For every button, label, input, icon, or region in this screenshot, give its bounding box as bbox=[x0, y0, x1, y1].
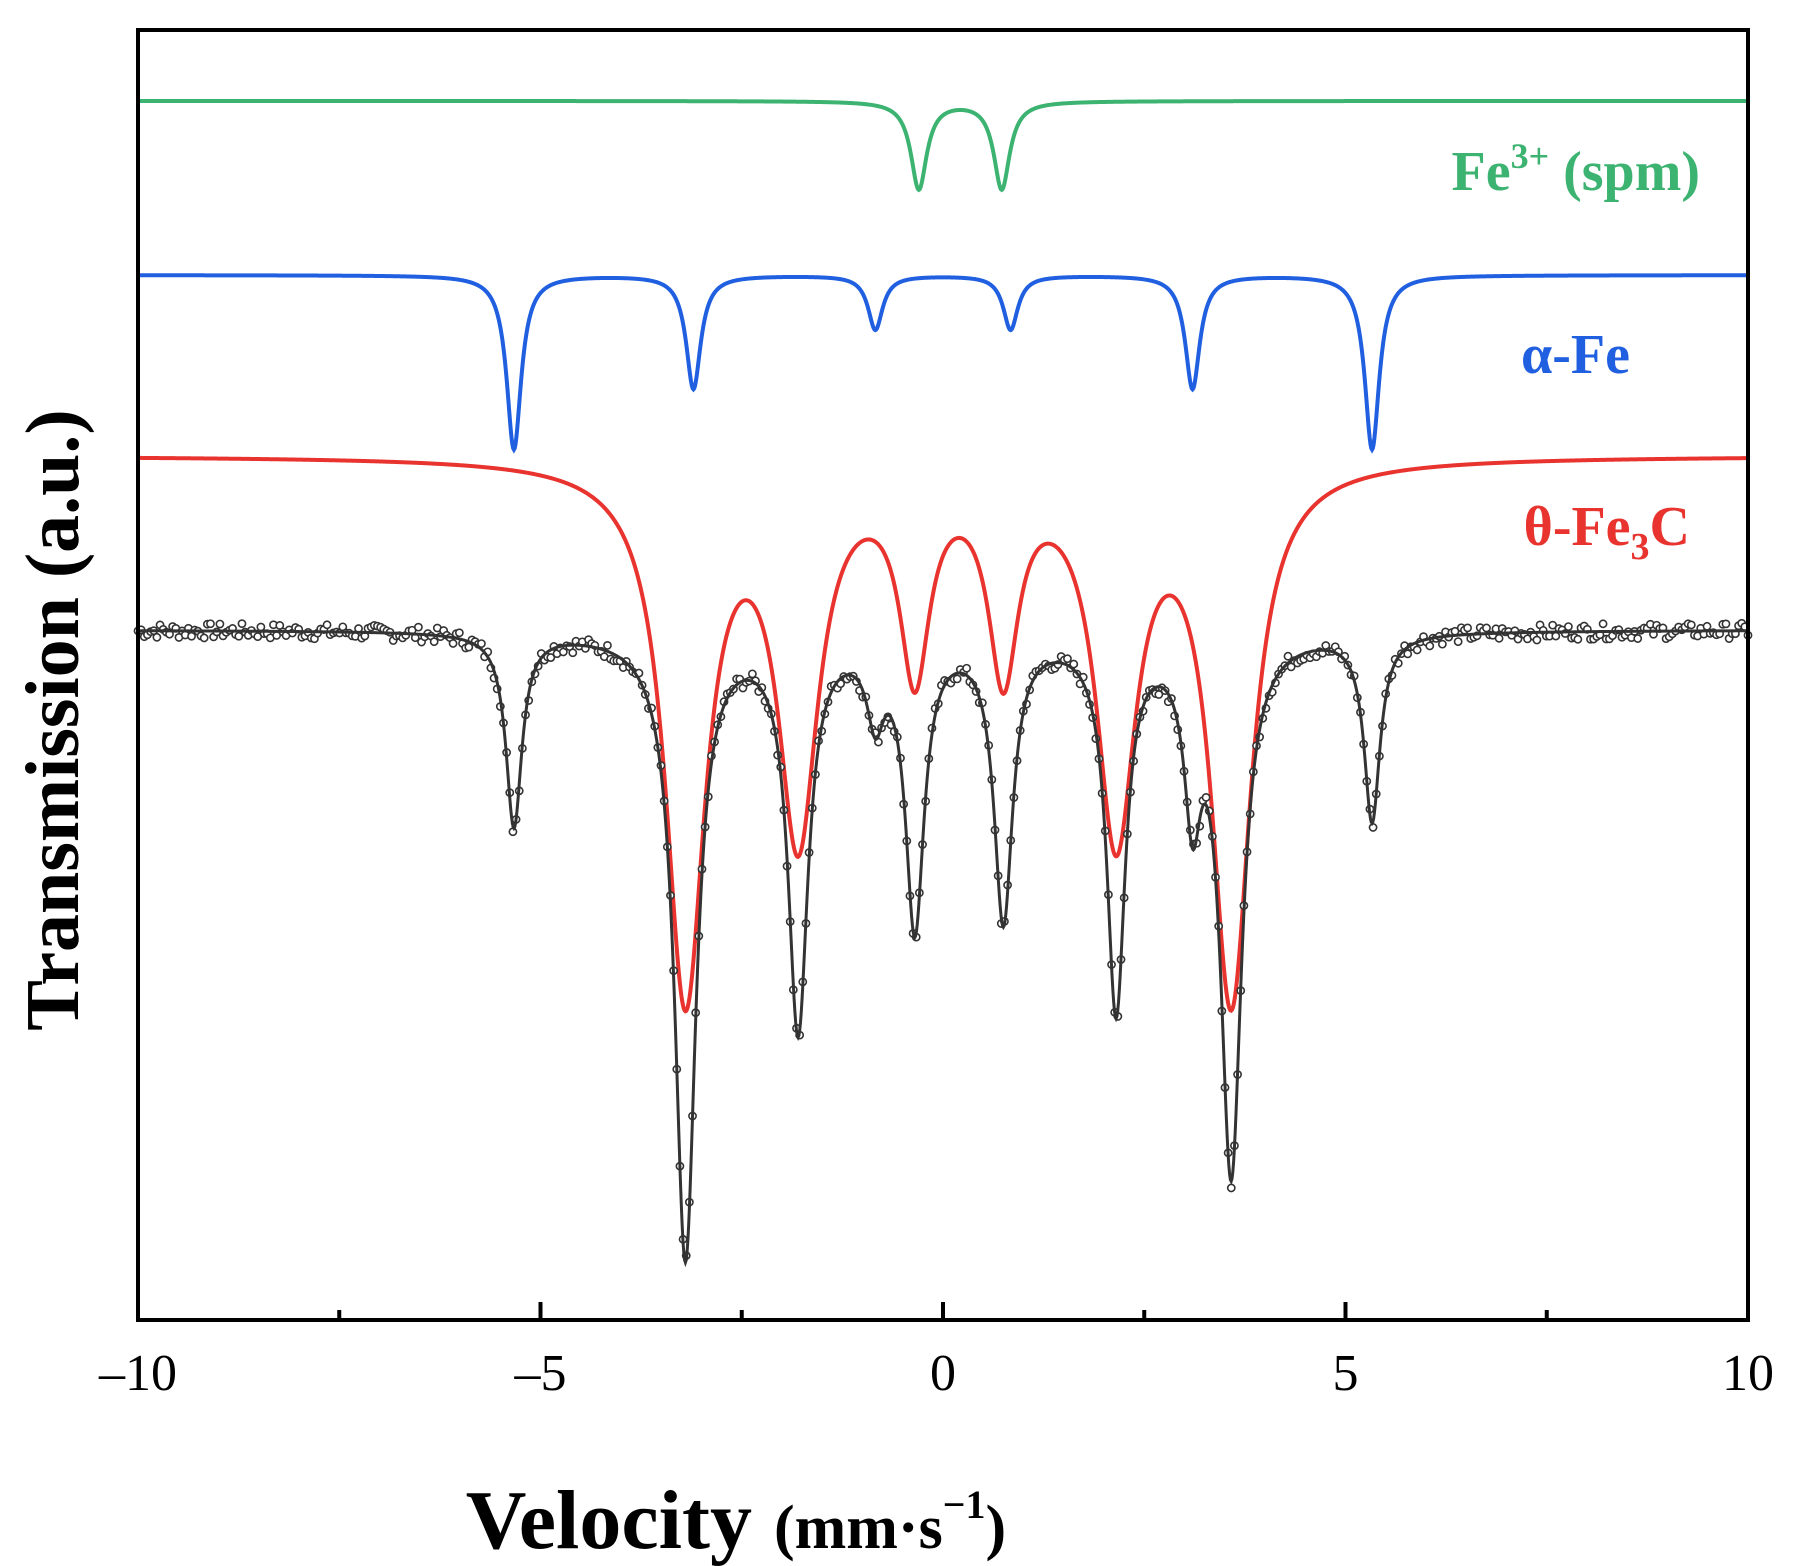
x-tick-label: –5 bbox=[514, 1345, 567, 1402]
series-label-spm: Fe3+ (spm) bbox=[1452, 136, 1700, 203]
series-spm bbox=[138, 98, 1748, 193]
x-tick-label: 5 bbox=[1333, 1345, 1359, 1402]
data-point bbox=[1633, 634, 1643, 643]
series-line-spm bbox=[138, 98, 1748, 193]
data-point bbox=[747, 669, 757, 679]
data-point bbox=[234, 631, 244, 641]
data-point bbox=[206, 619, 215, 629]
data-point bbox=[454, 628, 464, 638]
plot-frame bbox=[136, 28, 1750, 1322]
x-axis-ticks: –10 –5 0 5 10 bbox=[98, 1302, 1774, 1402]
series-experimental bbox=[133, 618, 1753, 1268]
data-point bbox=[1721, 619, 1731, 629]
series-label-theta_fe3c: θ-Fe3C bbox=[1524, 496, 1690, 568]
data-point bbox=[1425, 641, 1435, 651]
data-point bbox=[1069, 659, 1079, 669]
x-axis-title-unit: mm·s bbox=[795, 1494, 943, 1562]
data-point bbox=[1532, 635, 1542, 645]
series-line-alpha_fe bbox=[138, 273, 1748, 454]
label-rest: (spm) bbox=[1549, 141, 1700, 203]
data-point bbox=[568, 648, 578, 658]
data-point bbox=[448, 639, 458, 648]
label-rest: C bbox=[1650, 496, 1690, 558]
x-axis-title-main: Velocity bbox=[466, 1474, 752, 1566]
data-point bbox=[1283, 651, 1293, 661]
data-point bbox=[1453, 637, 1463, 647]
label-base: θ-Fe bbox=[1524, 496, 1631, 558]
data-point bbox=[962, 663, 972, 673]
data-point bbox=[1482, 623, 1491, 633]
x-axis-title-open-paren: ( bbox=[774, 1494, 795, 1562]
data-point bbox=[1494, 633, 1504, 643]
data-point bbox=[1702, 621, 1712, 631]
fit-line bbox=[138, 629, 1748, 1268]
x-tick-label: –10 bbox=[98, 1345, 177, 1402]
data-point bbox=[237, 619, 247, 629]
x-axis-title-unit-sup: −1 bbox=[943, 1482, 986, 1527]
data-point bbox=[1564, 622, 1573, 632]
x-tick-label: 10 bbox=[1722, 1345, 1774, 1402]
x-axis-title-close-paren: ) bbox=[986, 1494, 1007, 1562]
y-axis-title: Transmission (a.u.) bbox=[11, 409, 95, 1030]
data-point bbox=[1226, 1183, 1236, 1193]
plot-border bbox=[136, 28, 1750, 1322]
data-point bbox=[414, 622, 423, 632]
label-sup: 3+ bbox=[1511, 136, 1550, 176]
data-point bbox=[1437, 639, 1447, 649]
data-points bbox=[133, 618, 1753, 1260]
series-line-theta_fe3c bbox=[137, 455, 1749, 1014]
data-point bbox=[1403, 649, 1413, 659]
series-theta_fe3c bbox=[137, 455, 1749, 1014]
label-sub: 3 bbox=[1631, 526, 1650, 568]
series-alpha_fe bbox=[138, 273, 1748, 454]
data-point bbox=[1573, 634, 1583, 644]
data-point bbox=[1201, 792, 1211, 802]
data-point bbox=[464, 642, 474, 652]
series-labels: Fe3+ (spm) α-Fe θ-Fe3C bbox=[1452, 136, 1700, 568]
label-base: Fe bbox=[1452, 141, 1511, 203]
data-point bbox=[429, 637, 439, 647]
curves-layer bbox=[133, 98, 1753, 1268]
data-point bbox=[1154, 690, 1164, 699]
data-point bbox=[1598, 619, 1608, 629]
data-point bbox=[1063, 654, 1072, 664]
data-point bbox=[546, 653, 556, 662]
data-point bbox=[1686, 620, 1696, 630]
data-point bbox=[215, 619, 225, 629]
data-point bbox=[1412, 645, 1422, 655]
x-axis-title: Velocity (mm·s−1) bbox=[466, 1474, 1006, 1566]
data-point bbox=[952, 674, 962, 684]
data-point bbox=[1368, 823, 1378, 832]
series-label-alpha_fe: α-Fe bbox=[1521, 324, 1630, 386]
data-point bbox=[1463, 623, 1472, 633]
x-tick-label: 0 bbox=[930, 1345, 956, 1402]
data-point bbox=[199, 633, 209, 643]
data-point bbox=[603, 641, 612, 650]
data-point bbox=[322, 620, 332, 630]
data-point bbox=[152, 632, 162, 642]
data-point bbox=[477, 639, 486, 648]
